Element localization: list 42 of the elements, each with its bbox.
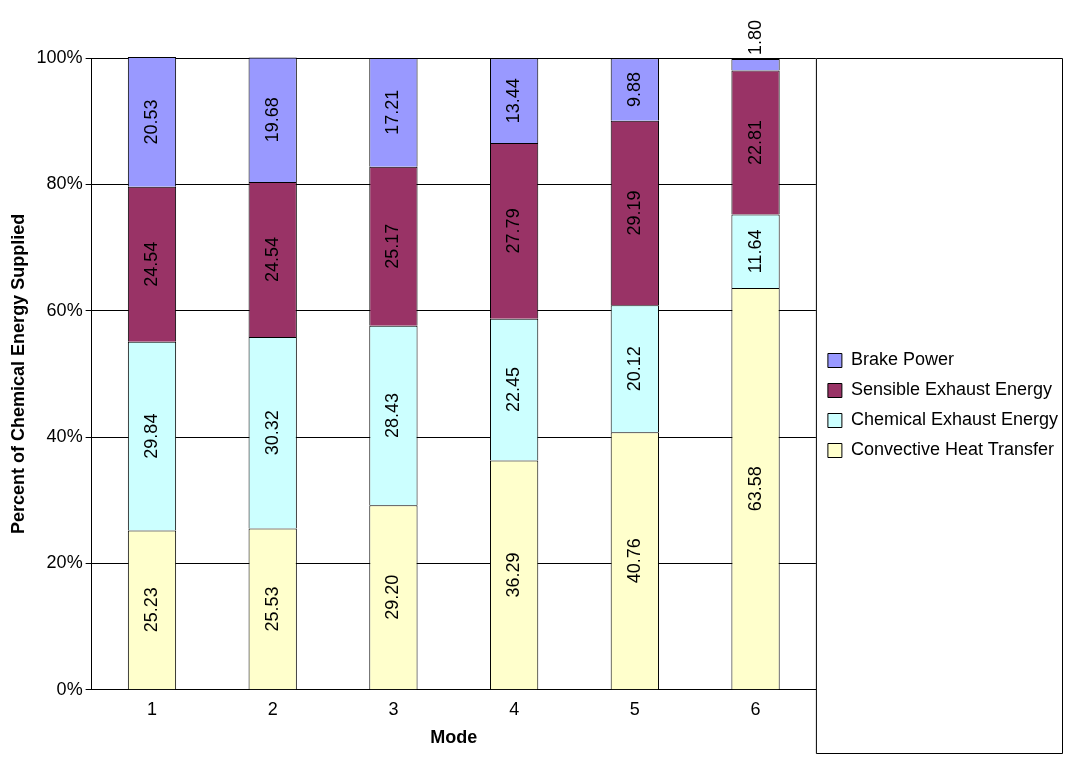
data-label: 25.53 [261, 586, 282, 632]
legend-label: Chemical Exhaust Energy [850, 409, 1059, 430]
data-label: 40.76 [623, 538, 644, 584]
data-label: 25.17 [382, 223, 403, 269]
legend-label: Sensible Exhaust Energy [850, 379, 1053, 400]
data-label: 19.68 [261, 97, 282, 143]
x-tick-label: 5 [629, 698, 640, 719]
data-label: 22.81 [744, 119, 765, 166]
legend-label: Convective Heat Transfer [850, 439, 1054, 460]
data-label: 11.64 [744, 229, 765, 274]
data-label: 9.88 [623, 72, 644, 108]
data-label: 13.44 [503, 78, 524, 124]
data-label: 28.43 [382, 392, 403, 439]
x-tick-label: 2 [267, 698, 278, 719]
data-label: 24.54 [261, 236, 282, 282]
data-label: 20.53 [140, 99, 161, 145]
y-tick-label: 100% [36, 46, 83, 67]
x-tick-label: 6 [750, 698, 761, 719]
y-tick-label: 20% [46, 552, 83, 573]
x-tick-label: 3 [388, 698, 399, 719]
data-label: 29.84 [140, 413, 161, 459]
data-label: 1.80 [744, 20, 765, 56]
data-label: 17.21 [382, 89, 403, 135]
y-axis-title: Percent of Chemical Energy Supplied [7, 213, 28, 534]
data-label: 29.20 [382, 574, 403, 620]
y-tick-label: 40% [46, 426, 83, 447]
x-tick-label: 4 [509, 698, 520, 719]
data-label: 22.45 [503, 367, 524, 413]
y-tick-label: 60% [46, 299, 83, 320]
data-label: 29.19 [623, 190, 644, 236]
y-tick-label: 80% [46, 173, 83, 194]
data-label: 27.79 [503, 208, 524, 254]
data-label: 24.54 [140, 241, 161, 287]
x-tick-label: 1 [146, 698, 157, 719]
data-label: 63.58 [744, 466, 765, 512]
y-tick-label: 0% [56, 678, 83, 699]
data-label: 25.23 [140, 587, 161, 633]
legend-label: Brake Power [850, 349, 954, 370]
data-label: 20.12 [623, 346, 644, 392]
data-label: 36.29 [503, 552, 524, 598]
data-label: 30.32 [261, 410, 282, 456]
x-axis-title: Mode [430, 727, 478, 748]
